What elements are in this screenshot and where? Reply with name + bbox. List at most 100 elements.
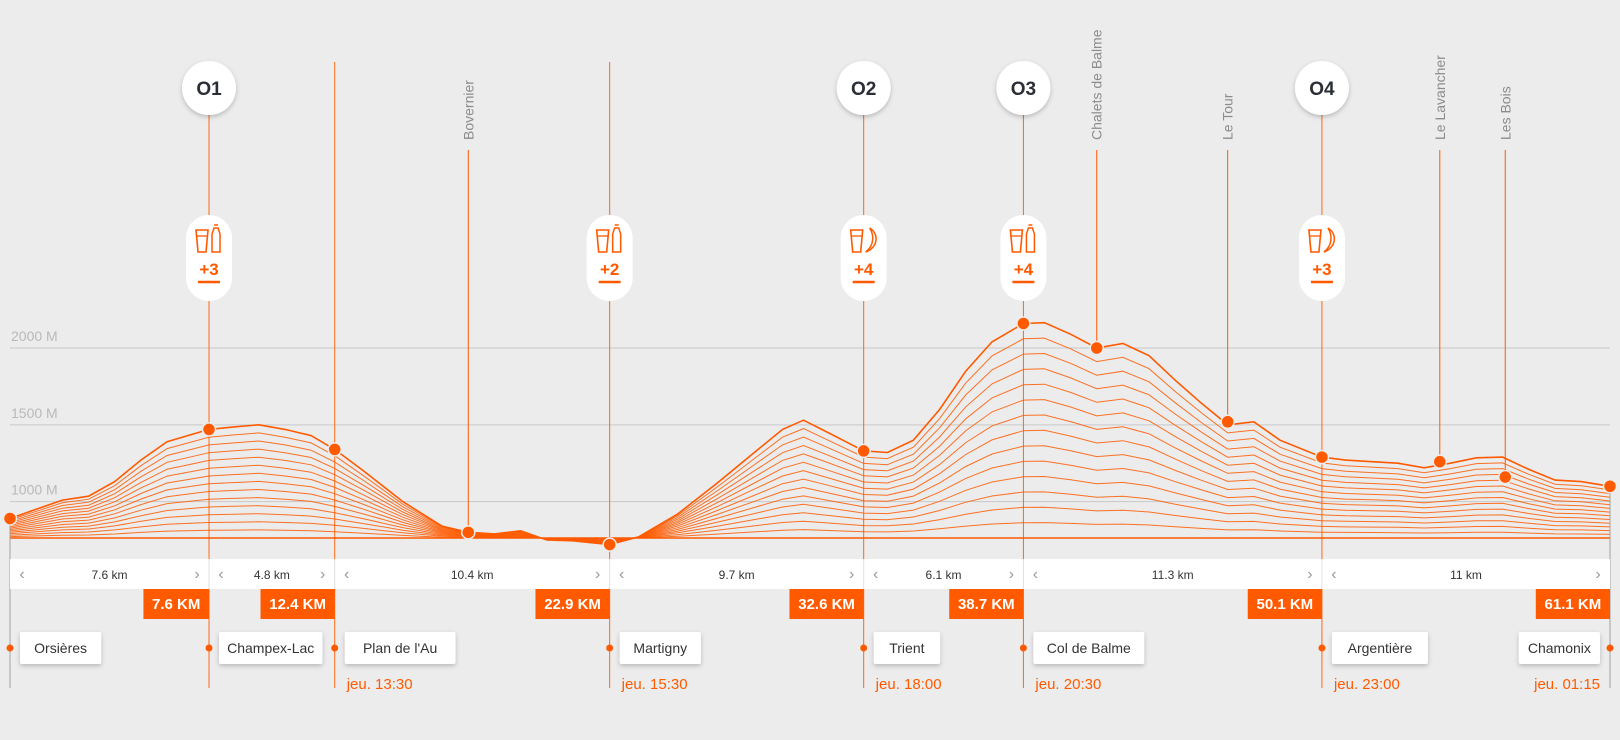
chevron-left-icon[interactable]: ‹ xyxy=(1331,566,1336,583)
profile-strand xyxy=(9,368,1611,544)
elevation-label: 2000 M xyxy=(11,328,58,344)
checkpoint-number: O4 xyxy=(1309,79,1335,100)
ravito-badge[interactable]: +4 xyxy=(840,215,887,301)
place-box xyxy=(1518,632,1600,664)
ravito-badge[interactable]: +3 xyxy=(1298,215,1345,301)
waypoint-dot[interactable] xyxy=(1498,469,1513,485)
segment-distance: 7.6 km xyxy=(92,568,128,582)
segment[interactable]: ‹ › 10.4 km xyxy=(334,559,601,589)
ravito-count: +4 xyxy=(854,260,874,279)
ravito-count: +3 xyxy=(1312,260,1331,279)
segment[interactable]: ‹ › 4.8 km xyxy=(208,559,325,589)
cumulative-label: 12.4 KM xyxy=(269,596,326,613)
place-labels: Orsières Champex-Lac Plan de l'Au jeu. 13:3… xyxy=(6,632,1614,693)
segment[interactable]: ‹ › 9.7 km xyxy=(609,559,855,589)
segment[interactable]: ‹ › 11 km xyxy=(1321,559,1601,589)
place[interactable]: Chamonix jeu. 01:15 xyxy=(1518,632,1614,693)
place-name: Plan de l'Au xyxy=(363,640,437,656)
profile-strand xyxy=(9,399,1611,543)
ravito-badge[interactable]: +3 xyxy=(186,215,233,301)
waypoint-dot[interactable] xyxy=(1089,340,1104,356)
place[interactable]: Martigny jeu. 15:30 xyxy=(606,632,701,693)
chevron-left-icon[interactable]: ‹ xyxy=(1033,566,1038,583)
segment[interactable]: ‹ › 7.6 km xyxy=(19,566,199,583)
waypoint-name: Les Bois xyxy=(1497,86,1513,140)
cumulative-label: 50.1 KM xyxy=(1256,596,1313,613)
place[interactable]: Champex-Lac xyxy=(205,632,323,664)
segment[interactable]: ‹ › 6.1 km xyxy=(863,559,1014,589)
chevron-left-icon[interactable]: ‹ xyxy=(873,566,878,583)
waypoint-dot[interactable] xyxy=(1016,316,1031,331)
cumulative-box xyxy=(260,589,335,619)
place[interactable]: Col de Balme jeu. 20:30 xyxy=(1019,632,1145,693)
chevron-right-icon[interactable]: › xyxy=(194,566,199,583)
cumulative-label: 22.9 KM xyxy=(544,596,601,613)
cumulative-box xyxy=(1535,589,1610,619)
cumulative-marker: 32.6 KM xyxy=(789,589,864,619)
profile-strand xyxy=(9,352,1611,545)
place[interactable]: Argentière jeu. 23:00 xyxy=(1318,632,1428,693)
waypoint-dot[interactable] xyxy=(2,511,18,526)
waypoint-dot[interactable] xyxy=(1314,449,1330,465)
segment[interactable]: ‹ › 11.3 km xyxy=(1022,559,1313,589)
waypoint-dot[interactable] xyxy=(856,443,871,459)
place-dot xyxy=(1318,644,1326,652)
chevron-right-icon[interactable]: › xyxy=(849,566,854,583)
chevron-left-icon[interactable]: ‹ xyxy=(619,566,624,583)
cup-bottle-icon xyxy=(195,224,221,253)
waypoint-dot[interactable] xyxy=(1432,454,1448,469)
place[interactable]: Plan de l'Au jeu. 13:30 xyxy=(331,632,456,693)
ravito-count: +3 xyxy=(199,260,218,279)
place-dot xyxy=(6,644,14,652)
elevation-grid: 1000 M 1500 M 2000 M xyxy=(10,328,1610,539)
checkpoint-marker[interactable]: O4 xyxy=(1294,61,1349,115)
ravito-count: +2 xyxy=(600,260,619,279)
place[interactable]: Trient jeu. 18:00 xyxy=(860,632,942,693)
chevron-right-icon[interactable]: › xyxy=(1009,566,1014,583)
elevation-label: 1500 M xyxy=(11,405,58,421)
cumulative-box xyxy=(949,589,1024,619)
waypoint-dot[interactable] xyxy=(201,422,217,437)
cumulative-marker: 22.9 KM xyxy=(535,589,610,619)
checkpoint-marker[interactable]: O2 xyxy=(836,61,891,115)
chevron-right-icon[interactable]: › xyxy=(1307,566,1312,583)
segment-bar-bg xyxy=(10,559,1610,589)
place-dot xyxy=(860,644,868,652)
checkpoint-number: O1 xyxy=(196,79,222,100)
ravito-badge[interactable]: +2 xyxy=(586,215,633,301)
place-dot xyxy=(1606,644,1614,652)
checkpoint-circle xyxy=(836,61,891,115)
place-box xyxy=(1331,632,1428,664)
chevron-right-icon[interactable]: › xyxy=(1595,566,1600,583)
segment-distance: 11.3 km xyxy=(1152,568,1194,582)
profile-strand xyxy=(9,429,1611,542)
profile-strand xyxy=(9,506,1611,540)
waypoint-dot[interactable] xyxy=(327,442,342,457)
checkpoint-marker[interactable]: O1 xyxy=(182,61,237,115)
chevron-right-icon[interactable]: › xyxy=(595,566,600,583)
place[interactable]: Orsières xyxy=(6,632,102,664)
cumulative-box xyxy=(535,589,610,619)
checkpoint-circle xyxy=(996,61,1051,115)
chevron-left-icon[interactable]: ‹ xyxy=(218,566,223,583)
ravito-pill xyxy=(186,215,233,301)
checkpoint-circle xyxy=(1294,61,1349,115)
chevron-left-icon[interactable]: ‹ xyxy=(19,566,24,583)
waypoint-dot[interactable] xyxy=(1220,414,1235,429)
place-name: Champex-Lac xyxy=(227,640,314,656)
waypoint-dot[interactable] xyxy=(1602,479,1618,494)
chevron-left-icon[interactable]: ‹ xyxy=(344,566,349,583)
place-box xyxy=(1033,632,1145,664)
profile-strand xyxy=(9,460,1611,541)
ravito-badge[interactable]: +4 xyxy=(1000,215,1047,301)
place-time: jeu. 01:15 xyxy=(1533,676,1600,693)
place-time: jeu. 15:30 xyxy=(621,676,688,693)
checkpoint-marker[interactable]: O3 xyxy=(996,61,1051,115)
profile-strand xyxy=(9,491,1611,540)
place-name: Col de Balme xyxy=(1047,640,1131,656)
waypoint-dot[interactable] xyxy=(461,525,476,540)
chevron-right-icon[interactable]: › xyxy=(320,566,325,583)
profile-strand xyxy=(9,522,1611,540)
waypoint-dot[interactable] xyxy=(602,537,617,552)
place-dot xyxy=(205,644,213,652)
